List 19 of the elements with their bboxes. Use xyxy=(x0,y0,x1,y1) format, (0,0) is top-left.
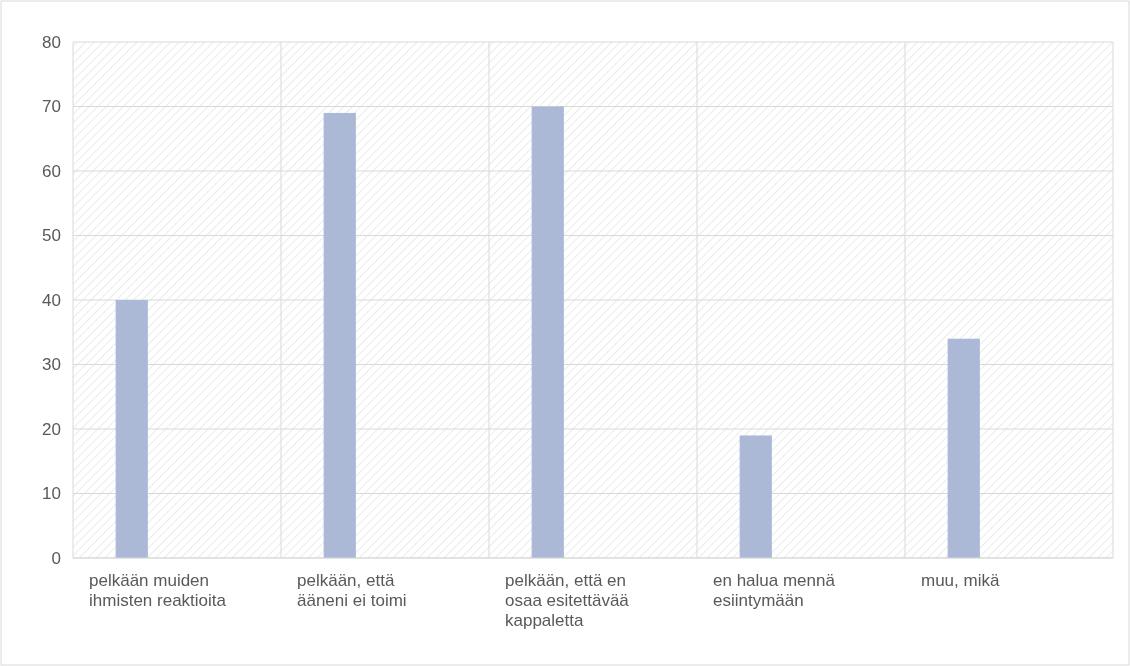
bar xyxy=(115,300,148,558)
x-tick-label: pelkään, että en osaa esitettävää kappaletta xyxy=(505,571,630,630)
bar xyxy=(739,435,772,558)
x-tick-label: pelkään, että ääneni ei toimi xyxy=(297,571,407,610)
y-tick-label: 10 xyxy=(42,484,61,504)
y-tick-label: 0 xyxy=(51,548,61,568)
bar xyxy=(947,338,980,558)
y-tick-label: 70 xyxy=(42,97,61,117)
bar xyxy=(323,112,356,558)
y-tick-label: 30 xyxy=(42,355,61,375)
y-tick-label: 60 xyxy=(42,161,61,181)
x-tick-label: muu, mikä xyxy=(921,571,1000,590)
bar xyxy=(531,106,564,558)
y-tick-label: 40 xyxy=(42,290,61,310)
y-tick-label: 50 xyxy=(42,226,61,246)
x-tick-label: en halua mennä esiintymään xyxy=(713,571,836,610)
y-tick-label: 20 xyxy=(42,419,61,439)
y-tick-label: 80 xyxy=(42,32,61,52)
x-tick-label: pelkään muiden ihmisten reaktioita xyxy=(89,571,227,610)
